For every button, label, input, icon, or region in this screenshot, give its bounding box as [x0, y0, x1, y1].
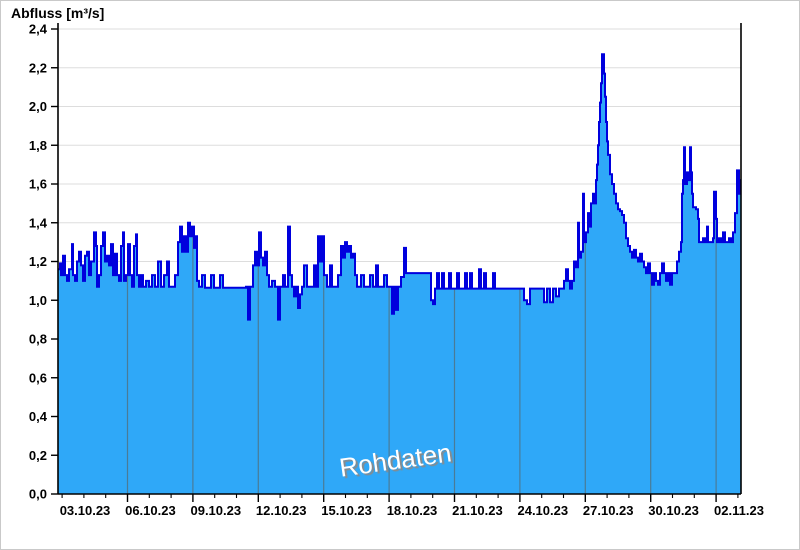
y-tick-labels: 0,0 0,2 0,4 0,6 0,8 1,0 1,2 1,4 1,6 1,8 2,0 2,2 2,4	[29, 22, 48, 502]
axis-spines	[57, 23, 742, 495]
svg-text:2,4: 2,4	[29, 22, 48, 37]
y-axis-ticks	[51, 28, 58, 495]
svg-text:1,8: 1,8	[29, 138, 47, 153]
svg-text:15.10.23: 15.10.23	[321, 503, 372, 518]
svg-text:12.10.23: 12.10.23	[256, 503, 307, 518]
svg-text:09.10.23: 09.10.23	[190, 503, 241, 518]
svg-text:06.10.23: 06.10.23	[125, 503, 176, 518]
svg-text:1,0: 1,0	[29, 293, 47, 308]
svg-text:2,2: 2,2	[29, 60, 47, 75]
svg-text:0,8: 0,8	[29, 332, 47, 347]
svg-text:03.10.23: 03.10.23	[60, 503, 111, 518]
svg-text:18.10.23: 18.10.23	[387, 503, 438, 518]
svg-text:0,2: 0,2	[29, 448, 47, 463]
svg-text:02.11.23: 02.11.23	[714, 503, 764, 518]
svg-text:0,6: 0,6	[29, 370, 47, 385]
chart-title: Abfluss [m³/s]	[11, 5, 105, 21]
svg-text:30.10.23: 30.10.23	[648, 503, 699, 518]
series-line	[58, 53, 741, 321]
svg-text:27.10.23: 27.10.23	[583, 503, 634, 518]
svg-text:1,6: 1,6	[29, 177, 47, 192]
svg-text:24.10.23: 24.10.23	[517, 503, 568, 518]
svg-text:0,4: 0,4	[29, 409, 48, 424]
svg-text:1,2: 1,2	[29, 254, 47, 269]
svg-text:0,0: 0,0	[29, 487, 47, 502]
svg-text:2,0: 2,0	[29, 99, 47, 114]
svg-text:21.10.23: 21.10.23	[452, 503, 503, 518]
x-tick-labels: 03.10.23 06.10.23 09.10.23 12.10.23 15.10.23…	[60, 503, 764, 518]
area-fill	[58, 54, 741, 494]
svg-text:1,4: 1,4	[29, 215, 48, 230]
x-axis-ticks	[61, 494, 739, 502]
